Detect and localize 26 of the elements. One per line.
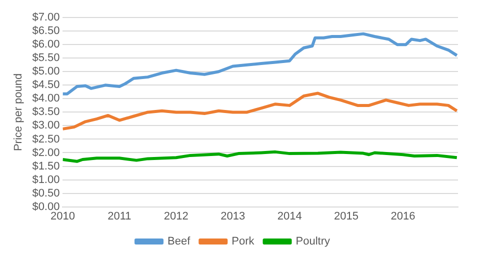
y-tick-label: $1.50 <box>32 160 60 172</box>
x-tick-label: 2014 <box>277 210 302 222</box>
y-tick-label: $5.50 <box>32 52 60 64</box>
y-tick-label: $6.50 <box>32 25 60 38</box>
y-tick-label: $5.00 <box>32 66 60 78</box>
y-tick-label: $6.00 <box>32 38 60 51</box>
y-tick-label: $3.50 <box>32 106 60 118</box>
y-tick-label: $1.00 <box>32 174 60 186</box>
y-tick-label: $3.00 <box>32 120 60 132</box>
y-tick-label: $7.00 <box>32 12 60 24</box>
y-tick-label: $4.00 <box>32 92 60 105</box>
legend-label: Poultry <box>296 236 330 248</box>
legend-label: Pork <box>232 236 255 248</box>
x-tick-label: 2010 <box>50 210 75 222</box>
x-tick-label: 2016 <box>390 210 416 222</box>
y-tick-label: $2.00 <box>32 146 60 159</box>
legend-label: Beef <box>168 236 192 248</box>
x-tick-label: 2013 <box>220 210 246 222</box>
y-tick-label: $0.00 <box>32 200 60 213</box>
x-tick-label: 2015 <box>334 210 359 222</box>
y-tick-label: $2.50 <box>32 133 60 146</box>
y-axis-title: Price per pound <box>12 73 25 152</box>
x-tick-label: 2012 <box>164 210 188 222</box>
y-tick-label: $0.50 <box>32 187 60 200</box>
y-tick-label: $4.50 <box>32 79 60 92</box>
x-tick-label: 2011 <box>108 210 132 222</box>
